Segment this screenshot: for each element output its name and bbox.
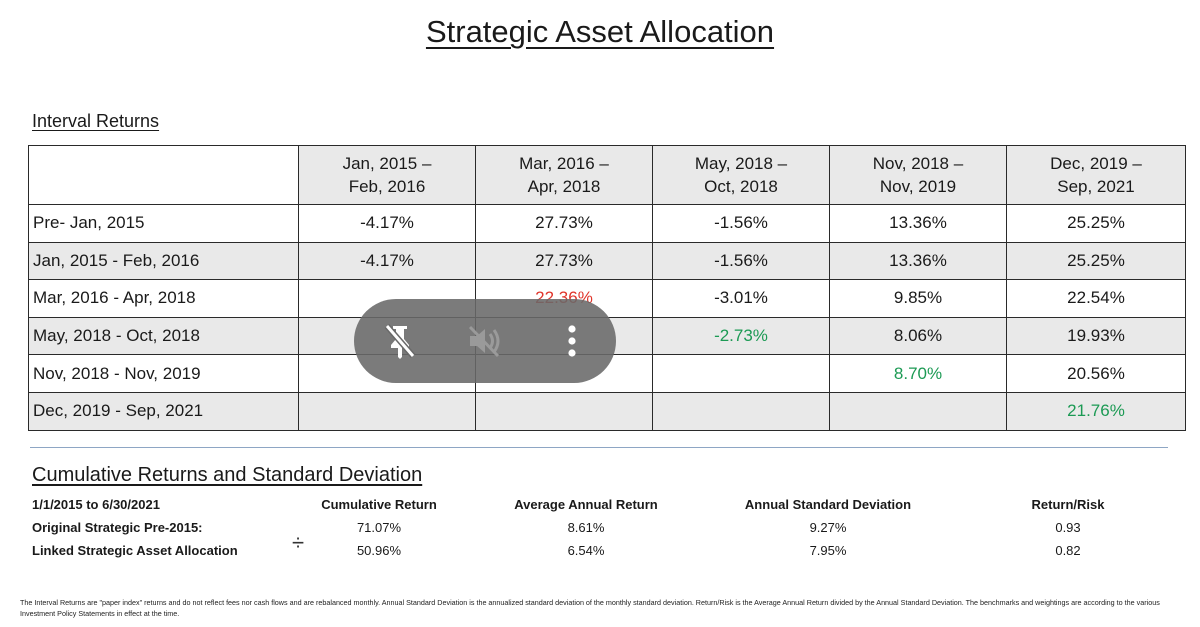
table-row: Jan, 2015 - Feb, 2016 -4.17% 27.73% -1.5…: [28, 241, 1186, 281]
table-row: Pre- Jan, 2015 -4.17% 27.73% -1.56% 13.3…: [28, 204, 1186, 243]
table-cell: [475, 391, 653, 431]
divide-icon: ÷: [292, 530, 305, 555]
table-cell: 8.06%: [829, 316, 1007, 356]
table-cell: 8.61%: [567, 520, 605, 535]
table-cell: -4.17%: [298, 241, 476, 281]
interval-returns-label: Interval Returns: [32, 111, 160, 131]
table-cell: 20.56%: [1006, 354, 1186, 393]
table-cell: [829, 391, 1007, 431]
more-vertical-icon[interactable]: [542, 299, 602, 383]
column-header: Return/Risk: [1031, 497, 1105, 512]
table-cell: 0.82: [1055, 543, 1081, 558]
table-cell: 9.85%: [829, 279, 1007, 318]
row-label: May, 2018 - Oct, 2018: [28, 316, 299, 356]
row-label: Linked Strategic Asset Allocation: [32, 543, 238, 558]
column-header: Dec, 2019 – Sep, 2021: [1006, 145, 1186, 205]
row-label: Nov, 2018 - Nov, 2019: [28, 354, 299, 393]
table-cell: -4.17%: [298, 204, 476, 243]
table-row: Dec, 2019 - Sep, 2021 21.76%: [28, 391, 1186, 431]
row-label: Mar, 2016 - Apr, 2018: [28, 279, 299, 318]
footnote: The Interval Returns are "paper index" r…: [20, 598, 1160, 618]
table-cell-highlight-green: 21.76%: [1006, 391, 1186, 431]
column-header: Nov, 2018 – Nov, 2019: [829, 145, 1007, 205]
table-row: Mar, 2016 - Apr, 2018 22.36% -3.01% 9.85…: [28, 279, 1186, 318]
table-cell-highlight-green: 8.70%: [829, 354, 1007, 393]
interval-returns-table: Jan, 2015 – Feb, 2016 Mar, 2016 – Apr, 201…: [28, 145, 1186, 431]
table-cell: 9.27%: [809, 520, 847, 535]
table-cell: 71.07%: [356, 520, 402, 535]
table-cell: 27.73%: [475, 241, 653, 281]
table-cell: [652, 354, 830, 393]
table-cell: -3.01%: [652, 279, 830, 318]
column-header: Average Annual Return: [514, 497, 658, 512]
table-cell: 50.96%: [356, 543, 402, 558]
period-label: 1/1/2015 to 6/30/2021: [32, 497, 160, 512]
row-label: Original Strategic Pre-2015:: [32, 520, 203, 535]
table-cell: 13.36%: [829, 241, 1007, 281]
table-cell: 25.25%: [1006, 241, 1186, 281]
table-corner-cell: [28, 145, 299, 205]
table-cell: 19.93%: [1006, 316, 1186, 356]
table-cell: 22.54%: [1006, 279, 1186, 318]
row-label: Dec, 2019 - Sep, 2021: [28, 391, 299, 431]
pin-off-icon[interactable]: [370, 299, 430, 383]
column-header: Cumulative Return: [321, 497, 437, 512]
table-cell-highlight-green: -2.73%: [652, 316, 830, 356]
media-controls-overlay: [354, 299, 616, 383]
table-cell: -1.56%: [652, 204, 830, 243]
column-header: May, 2018 – Oct, 2018: [652, 145, 830, 205]
cumulative-returns-label: Cumulative Returns and Standard Deviatio…: [32, 464, 423, 486]
row-label: Jan, 2015 - Feb, 2016: [28, 241, 299, 281]
table-cell: [652, 391, 830, 431]
page-title: Strategic Asset Allocation: [425, 14, 775, 49]
row-label: Pre- Jan, 2015: [28, 204, 299, 243]
table-cell: 7.95%: [809, 543, 847, 558]
table-cell: 25.25%: [1006, 204, 1186, 243]
table-cell: 13.36%: [829, 204, 1007, 243]
table-cell: 0.93: [1055, 520, 1081, 535]
table-cell: 6.54%: [567, 543, 605, 558]
column-header: Mar, 2016 – Apr, 2018: [475, 145, 653, 205]
table-header-row: Jan, 2015 – Feb, 2016 Mar, 2016 – Apr, 201…: [28, 145, 1186, 205]
column-header: Jan, 2015 – Feb, 2016: [298, 145, 476, 205]
table-cell: -1.56%: [652, 241, 830, 281]
section-divider: [30, 447, 1168, 448]
column-header: Annual Standard Deviation: [744, 497, 912, 512]
volume-off-icon[interactable]: [454, 299, 514, 383]
table-cell: 27.73%: [475, 204, 653, 243]
table-cell: [298, 391, 476, 431]
